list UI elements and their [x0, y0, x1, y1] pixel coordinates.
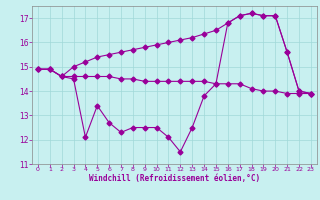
X-axis label: Windchill (Refroidissement éolien,°C): Windchill (Refroidissement éolien,°C)	[89, 174, 260, 183]
